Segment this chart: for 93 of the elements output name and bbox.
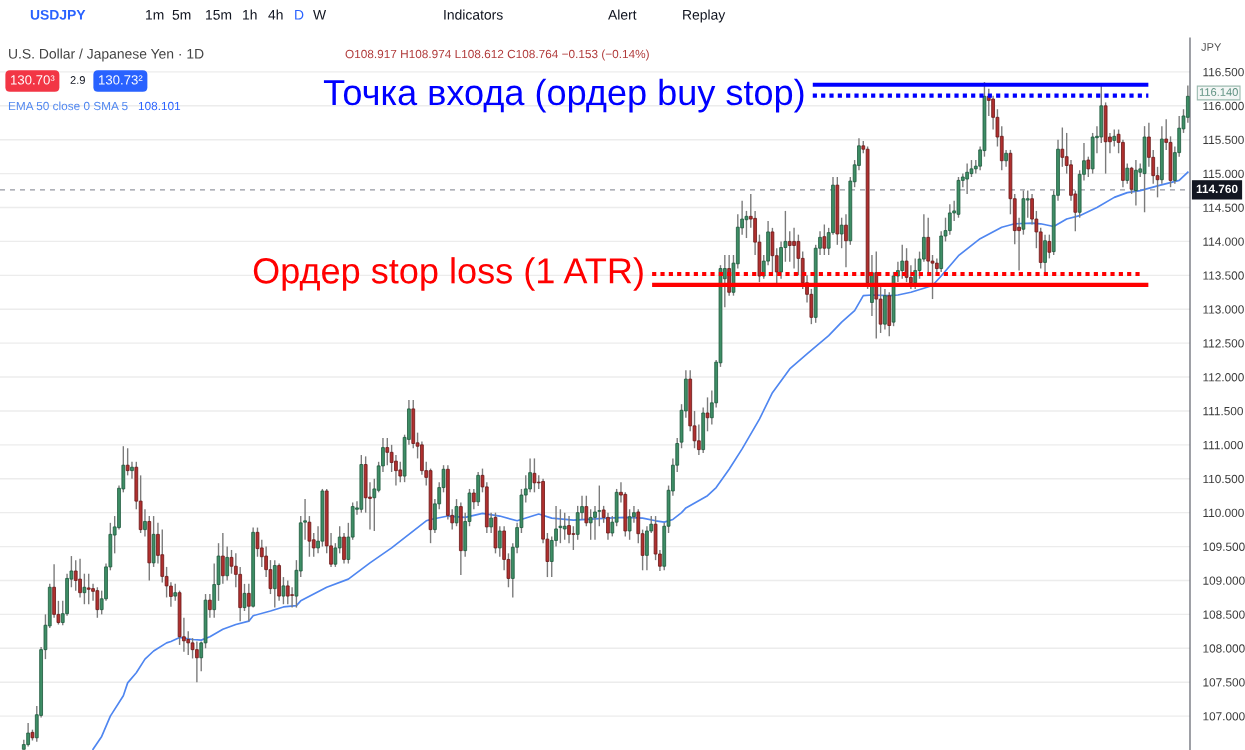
- candlestick: [454, 498, 459, 527]
- y-tick-label: 111.000: [1203, 440, 1243, 450]
- y-tick-label: 108.500: [1203, 610, 1245, 619]
- y-tick-label: 110.500: [1203, 474, 1244, 484]
- candlestick: [82, 573, 87, 605]
- candlestick: [1125, 162, 1130, 185]
- candlestick: [839, 217, 844, 249]
- candlestick: [627, 508, 632, 541]
- candlestick: [281, 576, 286, 605]
- ref-line-label: Ордер stop loss (1 ATR): [253, 257, 643, 291]
- candlestick: [1060, 126, 1065, 168]
- candlestick: [913, 257, 918, 290]
- candlestick: [489, 511, 493, 534]
- ref-line-label: Точка входа (ордер buy stop): [323, 78, 804, 113]
- text: 5m: [172, 10, 191, 20]
- candlestick: [1134, 159, 1138, 207]
- candlestick: [900, 244, 905, 280]
- candlestick: [208, 593, 212, 619]
- candlestick: [532, 457, 537, 494]
- candlestick: [528, 457, 532, 494]
- candlestick: [26, 722, 30, 748]
- y-tick-label: 114.000: [1203, 237, 1244, 246]
- annotation: 2.9: [70, 76, 85, 84]
- annotation: 108.101: [138, 101, 181, 111]
- candlestick: [342, 532, 346, 565]
- y-tick-label: 107.000: [1203, 712, 1245, 721]
- candlestick: [471, 488, 476, 510]
- text: U.S. Dollar / Japanese Yen · 1D: [9, 48, 204, 62]
- y-tick-label: 114.500: [1203, 203, 1244, 212]
- text: Indicators: [444, 9, 503, 20]
- y-axis-title: JPY: [1201, 43, 1222, 51]
- line-series: [92, 171, 1189, 750]
- text: Alert: [608, 9, 637, 20]
- candlestick: [593, 505, 597, 541]
- ref-line-label: 114.760: [1196, 184, 1238, 194]
- candlestick: [705, 396, 710, 432]
- candlestick: [1047, 233, 1052, 260]
- candlestick: [844, 213, 848, 268]
- candlestick: [125, 447, 130, 477]
- y-tick-label: 111.500: [1203, 406, 1243, 416]
- text: W: [313, 10, 327, 20]
- candlestick: [558, 508, 563, 544]
- candlestick: [95, 586, 100, 619]
- candlestick: [606, 511, 610, 541]
- text: 116.140: [1199, 88, 1238, 96]
- candlestick: [272, 559, 277, 609]
- text: 4h: [268, 9, 283, 20]
- candlestick: [285, 579, 290, 605]
- candlestick: [130, 461, 134, 480]
- candlestick: [588, 508, 593, 541]
- candlestick: [143, 508, 147, 538]
- annotation: 130.70³: [11, 75, 55, 85]
- candlestick: [385, 437, 390, 466]
- candlestick: [567, 515, 571, 544]
- candlestick: [926, 217, 931, 273]
- y-tick-label: 110.000: [1203, 508, 1244, 518]
- text: 15m: [206, 10, 232, 20]
- candlestick: [822, 223, 827, 256]
- annotation: 130.73²: [99, 75, 143, 85]
- y-tick-label: 109.000: [1203, 576, 1245, 585]
- y-tick-label: 109.500: [1203, 542, 1245, 551]
- text: 1h: [243, 9, 257, 20]
- y-tick-label: 115.500: [1203, 135, 1244, 145]
- candlestick: [787, 230, 792, 263]
- candlestick: [86, 573, 91, 605]
- y-tick-label: 108.000: [1203, 644, 1245, 653]
- candlestick: [571, 525, 576, 551]
- candlestick: [246, 583, 251, 622]
- text: 1m: [146, 10, 164, 20]
- text: USDJPY: [30, 9, 86, 20]
- candlestick: [947, 203, 952, 236]
- y-tick-label: 113.000: [1203, 305, 1244, 314]
- text: D: [295, 10, 304, 20]
- candlestick: [497, 525, 502, 558]
- text: O108.917 H108.974 L108.612 C108.764 −0.153 (−0.14%): [345, 49, 649, 61]
- y-tick-label: 115.000: [1203, 169, 1244, 179]
- candlestick: [1043, 233, 1047, 274]
- text: EMA 50 close 0 SMA 5: [8, 101, 128, 111]
- candlestick: [394, 454, 398, 487]
- candlestick: [562, 511, 567, 541]
- y-tick-label: 107.500: [1203, 678, 1245, 687]
- candlestick: [225, 545, 230, 582]
- y-tick-label: 116.000: [1203, 101, 1244, 111]
- y-tick-label: 113.500: [1203, 271, 1244, 280]
- candlestick: [221, 532, 225, 585]
- candlestick: [792, 227, 796, 270]
- candlestick: [290, 586, 294, 609]
- y-tick-label: 112.000: [1203, 373, 1244, 382]
- y-tick-label: 116.500: [1203, 67, 1244, 77]
- y-tick-label: 112.500: [1203, 339, 1244, 348]
- text: Replay: [683, 9, 726, 23]
- candlestick: [78, 558, 82, 599]
- candlestick: [584, 495, 589, 527]
